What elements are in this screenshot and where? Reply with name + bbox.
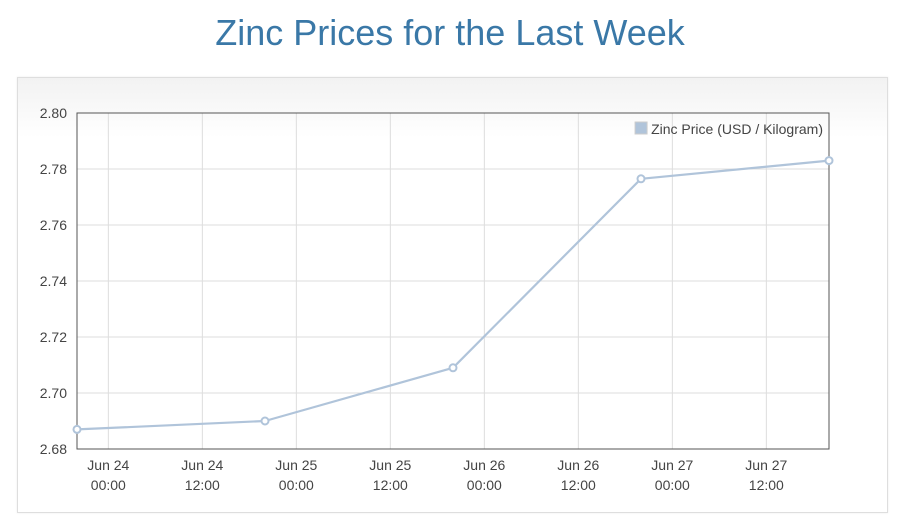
x-tick-label-time: 12:00	[561, 477, 596, 493]
data-point[interactable]	[72, 424, 82, 434]
data-point[interactable]	[824, 156, 834, 166]
x-tick-label-time: 12:00	[749, 477, 784, 493]
x-tick-label-time: 00:00	[655, 477, 690, 493]
y-tick-label: 2.72	[40, 329, 67, 345]
legend-label: Zinc Price (USD / Kilogram)	[651, 121, 823, 137]
x-tick-label-date: Jun 25	[369, 457, 411, 473]
y-tick-label: 2.68	[40, 441, 67, 457]
x-tick-label-time: 00:00	[279, 477, 314, 493]
y-tick-label: 2.78	[40, 161, 67, 177]
plot-area	[76, 112, 830, 450]
y-tick-label: 2.80	[40, 105, 67, 121]
x-tick-label-time: 12:00	[373, 477, 408, 493]
data-point[interactable]	[636, 174, 646, 184]
legend-swatch	[634, 121, 648, 135]
grid-lines	[77, 112, 829, 450]
x-tick-label-date: Jun 27	[745, 457, 787, 473]
x-tick-label-date: Jun 24	[87, 457, 129, 473]
x-tick-label-date: Jun 27	[651, 457, 693, 473]
x-tick-label-date: Jun 26	[463, 457, 505, 473]
data-point[interactable]	[448, 363, 458, 373]
data-point[interactable]	[260, 416, 270, 426]
y-tick-label: 2.76	[40, 217, 67, 233]
x-tick-label-date: Jun 26	[557, 457, 599, 473]
series	[72, 156, 834, 434]
line-chart: 2.80 2.78 2.76 2.74 2.72 2.70 2.68 Jun 24 00:00…	[40, 105, 834, 493]
x-tick-label-time: 12:00	[185, 477, 220, 493]
legend[interactable]: Zinc Price (USD / Kilogram)	[634, 121, 823, 137]
x-tick-label-date: Jun 25	[275, 457, 317, 473]
y-tick-label: 2.74	[40, 273, 67, 289]
x-axis: Jun 24 00:00 Jun 24 12:00 Jun 25 00:00 Jun 25 1…	[87, 457, 787, 493]
y-tick-label: 2.70	[40, 385, 67, 401]
chart-panel: 2.80 2.78 2.76 2.74 2.72 2.70 2.68 Jun 24 00:00…	[17, 77, 888, 513]
x-tick-label-time: 00:00	[91, 477, 126, 493]
x-tick-label-time: 00:00	[467, 477, 502, 493]
y-axis: 2.80 2.78 2.76 2.74 2.72 2.70 2.68	[40, 105, 67, 457]
series-line	[76, 159, 830, 431]
page-title: Zinc Prices for the Last Week	[215, 12, 685, 53]
x-tick-label-date: Jun 24	[181, 457, 223, 473]
